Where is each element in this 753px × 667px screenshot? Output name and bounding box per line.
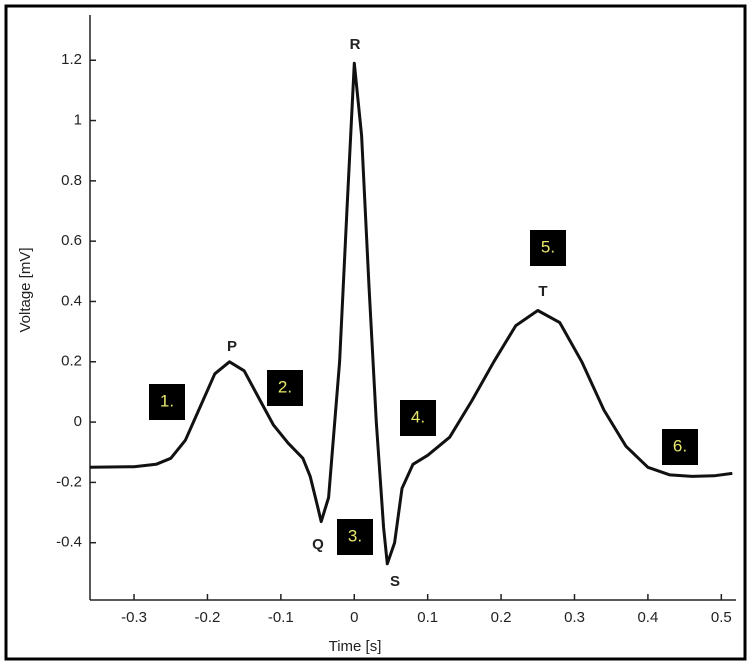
y-tick-label: 0.4 xyxy=(61,292,82,309)
segment-box: 4. xyxy=(400,400,436,436)
segment-box: 2. xyxy=(267,370,303,406)
x-tick-label: 0.3 xyxy=(564,609,585,626)
segment-box-bg xyxy=(400,400,436,436)
x-tick-label: -0.2 xyxy=(195,609,221,626)
segment-box-bg xyxy=(337,519,373,555)
frame xyxy=(4,4,747,661)
ecg-line xyxy=(89,61,733,566)
x-axis-label: Time [s] xyxy=(329,638,382,655)
y-axis-label: Voltage [mV] xyxy=(17,247,34,332)
segment-label: 6. xyxy=(673,436,687,455)
x-tick-label: -0.1 xyxy=(268,609,294,626)
y-tick-label: 0.6 xyxy=(61,232,82,249)
segment-box: 1. xyxy=(149,384,185,420)
segment-label: 2. xyxy=(278,377,292,396)
x-tick-label: 0.4 xyxy=(637,609,658,626)
wave-label: S xyxy=(390,573,400,590)
segment-label: 5. xyxy=(541,237,555,256)
segment-label: 3. xyxy=(348,526,362,545)
y-tick-label: 0.8 xyxy=(61,172,82,189)
segment-label: 4. xyxy=(411,407,425,426)
x-tick-label: 0.2 xyxy=(491,609,512,626)
segment-label: 1. xyxy=(160,391,174,410)
y-tick-label: 1 xyxy=(74,112,82,129)
segment-box-bg xyxy=(662,429,698,465)
x-tick-label: 0 xyxy=(350,609,358,626)
segment-box-bg xyxy=(530,230,566,266)
wave-label: R xyxy=(350,36,361,53)
x-tick-label: 0.1 xyxy=(417,609,438,626)
y-tick-label: -0.4 xyxy=(56,534,82,551)
segment-box: 5. xyxy=(530,230,566,266)
wave-label: T xyxy=(538,283,547,300)
x-tick-label: -0.3 xyxy=(121,609,147,626)
segment-box-bg xyxy=(149,384,185,420)
segment-box: 3. xyxy=(337,519,373,555)
y-tick-label: 0 xyxy=(74,413,82,430)
y-tick-label: 0.2 xyxy=(61,353,82,370)
segment-box-bg xyxy=(267,370,303,406)
segment-box: 6. xyxy=(662,429,698,465)
y-tick-label: 1.2 xyxy=(61,51,82,68)
y-tick-label: -0.2 xyxy=(56,473,82,490)
wave-label: Q xyxy=(312,536,324,553)
wave-label: P xyxy=(227,338,237,355)
x-tick-label: 0.5 xyxy=(711,609,732,626)
